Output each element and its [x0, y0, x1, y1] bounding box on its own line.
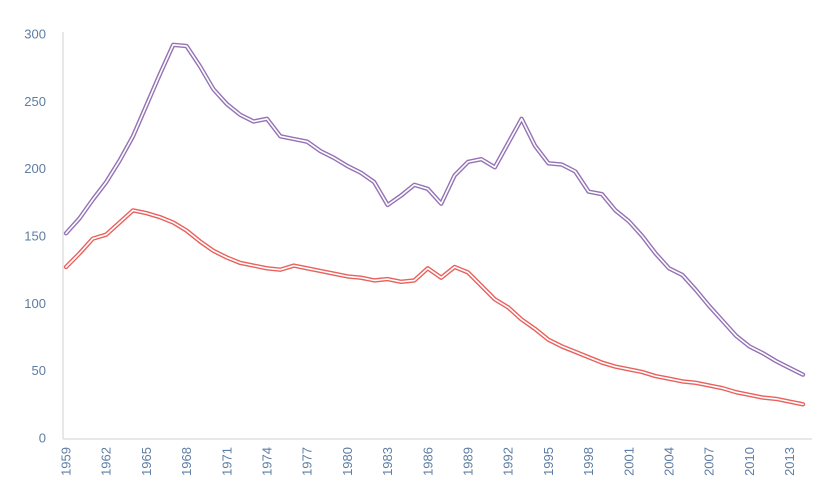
red-series-line — [63, 208, 806, 407]
x-tick-label: 1971 — [219, 447, 234, 476]
x-tick-label: 1986 — [420, 447, 435, 476]
y-tick-label: 300 — [24, 27, 46, 42]
red-series-center-stripe — [65, 209, 804, 406]
x-tick-label: 1992 — [501, 447, 516, 476]
x-tick-label: 2007 — [702, 447, 717, 476]
x-tick-label: 2013 — [782, 447, 797, 476]
x-tick-label: 1989 — [461, 447, 476, 476]
x-tick-label: 1959 — [59, 447, 74, 476]
purple-series-center-stripe — [65, 43, 804, 376]
purple-series-line — [63, 42, 806, 377]
y-tick-label: 50 — [32, 363, 46, 378]
x-tick-label: 1974 — [260, 447, 275, 476]
y-tick-label: 150 — [24, 229, 46, 244]
x-tick-label: 1962 — [99, 447, 114, 476]
y-tick-label: 250 — [24, 94, 46, 109]
x-tick-label: 1968 — [179, 447, 194, 476]
x-tick-label: 2004 — [662, 447, 677, 476]
x-tick-label: 1995 — [541, 447, 556, 476]
x-tick-label: 1983 — [380, 447, 395, 476]
x-tick-label: 1977 — [300, 447, 315, 476]
x-tick-label: 2001 — [621, 447, 636, 476]
x-tick-label: 1965 — [139, 447, 154, 476]
x-tick-label: 1980 — [340, 447, 355, 476]
x-tick-label: 1998 — [581, 447, 596, 476]
y-tick-label: 200 — [24, 161, 46, 176]
y-tick-label: 0 — [39, 431, 46, 446]
x-tick-label: 2010 — [742, 447, 757, 476]
y-tick-label: 100 — [24, 296, 46, 311]
